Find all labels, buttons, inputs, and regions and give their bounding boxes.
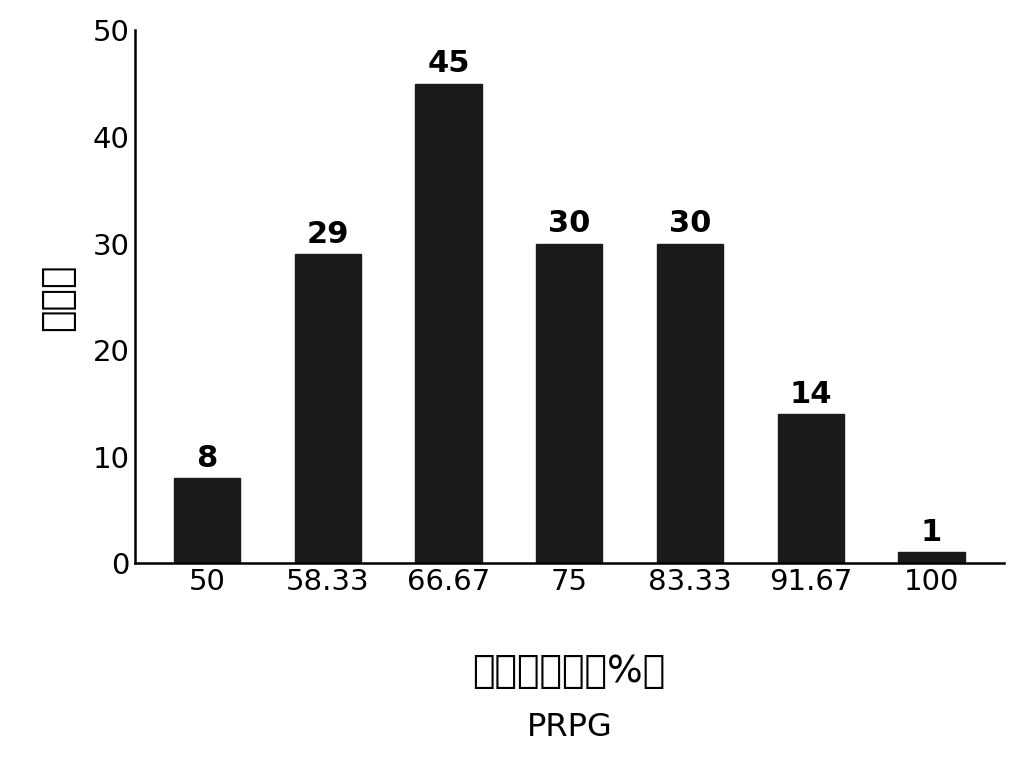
Text: 45: 45	[427, 49, 470, 78]
Text: 30: 30	[549, 209, 590, 238]
Text: 14: 14	[790, 380, 832, 409]
Text: 1: 1	[921, 518, 942, 547]
Text: 30: 30	[669, 209, 711, 238]
Bar	[415, 84, 481, 563]
Bar	[174, 478, 240, 563]
Bar	[898, 552, 965, 563]
Bar	[777, 414, 844, 563]
Bar	[295, 254, 361, 563]
Y-axis label: 单株数: 单株数	[40, 263, 76, 330]
Text: 29: 29	[306, 220, 349, 249]
Bar	[657, 244, 723, 563]
Text: PRPG: PRPG	[527, 712, 612, 743]
Text: 背景回复率（%）: 背景回复率（%）	[473, 654, 666, 689]
Bar	[536, 244, 602, 563]
Text: 8: 8	[197, 444, 217, 473]
